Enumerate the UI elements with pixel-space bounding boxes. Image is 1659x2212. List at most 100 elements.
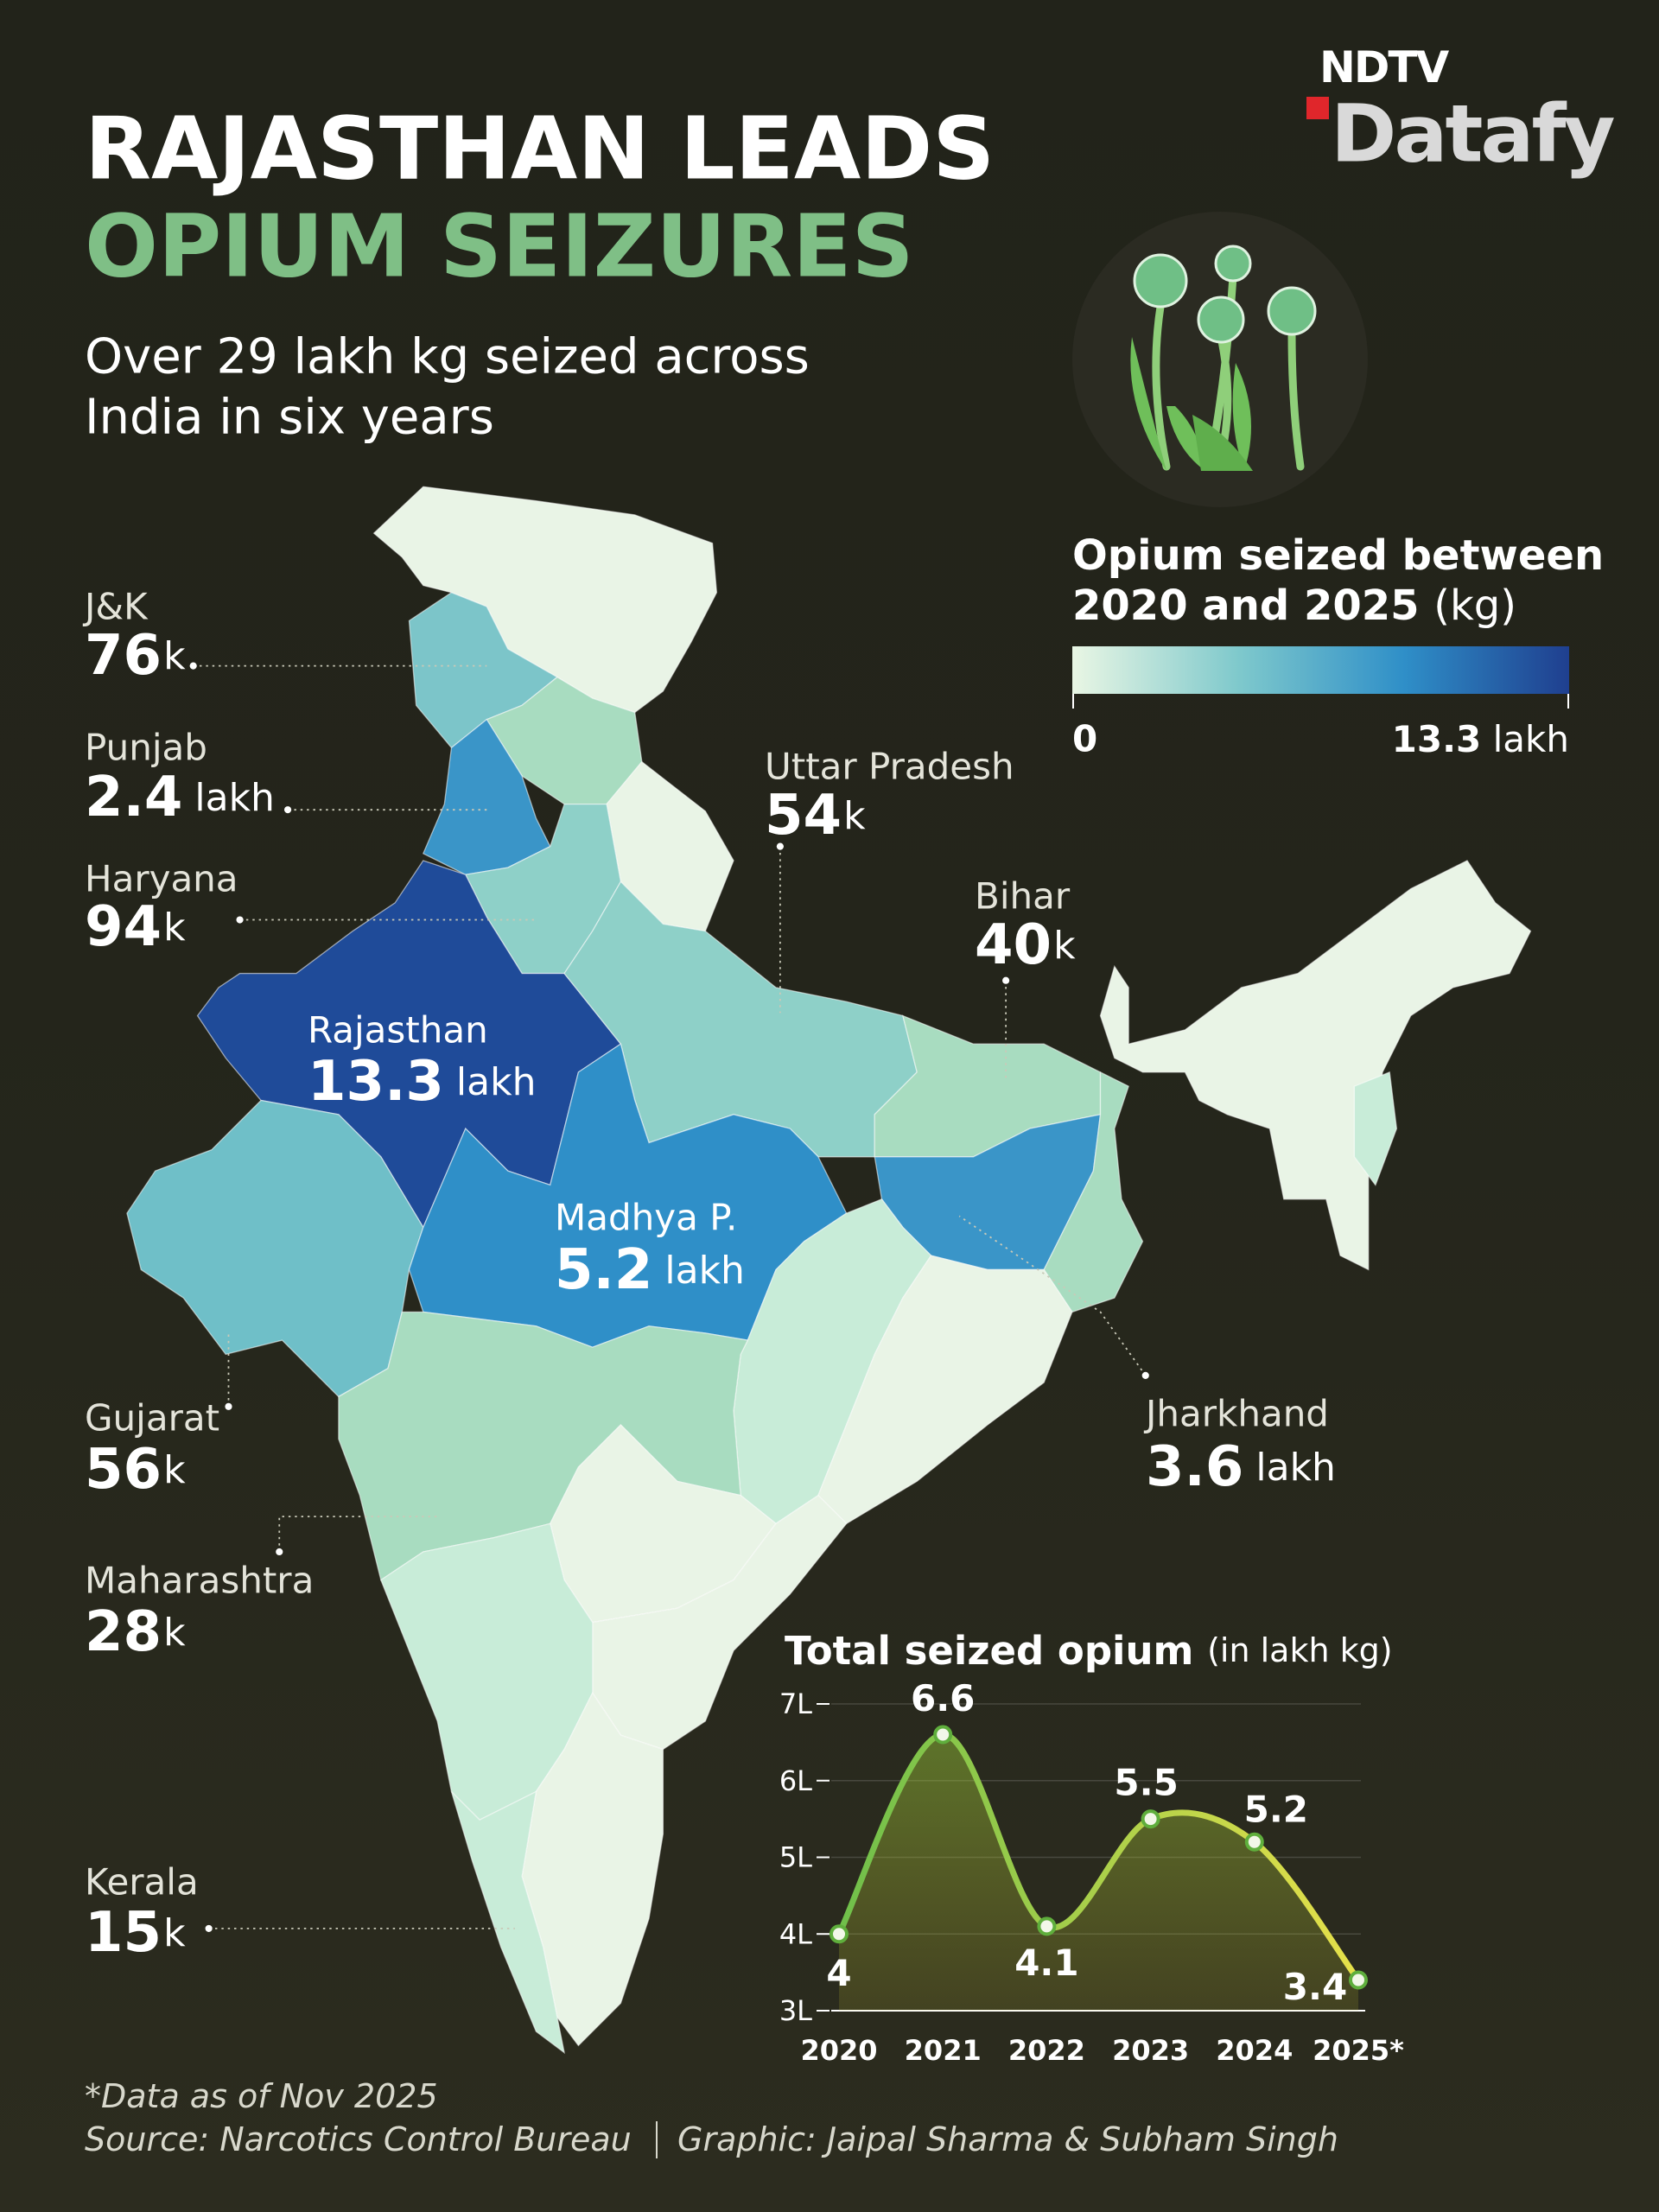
- x-tick-label: 2023: [1112, 2034, 1189, 2067]
- state-name: J&K: [82, 586, 149, 628]
- y-tick-label: 4L: [779, 1917, 812, 1950]
- state-value-label: 15k: [85, 1901, 186, 1965]
- logo-bottom: Datafy: [1331, 88, 1615, 181]
- state-west-bengal: [1043, 1071, 1144, 1313]
- line-point: [1349, 1970, 1368, 1990]
- subtitle-line2: India in six years: [85, 390, 494, 446]
- state-name: Gujarat: [85, 1397, 219, 1440]
- state-value: 56: [85, 1438, 162, 1502]
- state-northeast: [1099, 860, 1532, 1271]
- legend-max-unit: lakh: [1493, 718, 1569, 760]
- title-line2: OPIUM SEIZURES: [85, 196, 914, 297]
- line-point: [830, 1924, 849, 1944]
- chart-title: Total seized opium (in lakh kg): [785, 1628, 1393, 1674]
- poppy-illustration: [1072, 212, 1368, 507]
- state-name: Kerala: [85, 1861, 199, 1904]
- state-value-label: 94k: [85, 895, 186, 959]
- line-point: [933, 1725, 953, 1745]
- state-uttar-pradesh: [563, 880, 918, 1158]
- state-value: 40: [975, 913, 1052, 977]
- state-value-label: 56k: [85, 1438, 186, 1502]
- state-value-label: 40k: [975, 913, 1076, 977]
- x-tick-label: 2025*: [1313, 2034, 1404, 2067]
- state-himachal: [486, 676, 643, 805]
- legend-title-line2: 2020 and 2025 (kg): [1072, 582, 1516, 630]
- state-value: 76: [85, 624, 162, 688]
- line-point: [1037, 1916, 1057, 1936]
- state-name: Bihar: [975, 875, 1071, 918]
- state-name: Rajasthan: [308, 1009, 488, 1052]
- state-value: 54: [765, 784, 842, 848]
- state-value-label: 76k: [85, 624, 186, 688]
- logo-top: NDTV: [1319, 42, 1449, 92]
- value-label: 5.2: [1244, 1788, 1308, 1830]
- x-tick-label: 2020: [800, 2034, 877, 2067]
- state-unit: k: [163, 1448, 186, 1492]
- state-unit: lakh: [1255, 1446, 1336, 1490]
- state-unit: k: [163, 1911, 186, 1955]
- value-label: 4: [826, 1952, 851, 1994]
- line-chart: Total seized opium (in lakh kg) 3L 4L 5L 6L…: [779, 1628, 1404, 2068]
- footer-note: *Data as of Nov 2025: [85, 2077, 438, 2115]
- legend-max-label: 13.3 lakh: [1392, 718, 1569, 760]
- legend-unit: (kg): [1433, 582, 1516, 630]
- state-value: 94: [85, 895, 162, 959]
- line: [836, 1731, 1361, 1982]
- state-value-label: 54k: [765, 784, 866, 848]
- legend-title-line1: Opium seized between: [1072, 531, 1604, 580]
- state-unit: lakh: [194, 776, 275, 820]
- x-tick-label: 2022: [1008, 2034, 1085, 2067]
- state-value: 3.6: [1146, 1435, 1243, 1499]
- chart-title-text: Total seized opium: [785, 1628, 1193, 1674]
- legend-max-value: 13.3: [1392, 718, 1482, 760]
- value-label: 4.1: [1014, 1942, 1078, 1984]
- x-tick-label: 2024: [1216, 2034, 1293, 2067]
- state-value: 13.3: [308, 1050, 444, 1114]
- state-unit: k: [163, 1611, 186, 1655]
- title-line1: RAJASTHAN LEADS: [85, 99, 995, 200]
- state-name: Madhya P.: [555, 1197, 737, 1239]
- state-name: Jharkhand: [1143, 1393, 1329, 1435]
- state-unit: k: [1053, 924, 1076, 968]
- state-odisha: [817, 1255, 1073, 1525]
- state-value: 5.2: [555, 1238, 652, 1302]
- state-name: Punjab: [85, 727, 207, 769]
- chart-subtitle: (in lakh kg): [1207, 1631, 1393, 1669]
- state-value-label: 5.2 lakh: [555, 1238, 745, 1302]
- state-name: Haryana: [85, 858, 238, 900]
- line-area: [839, 1734, 1358, 2011]
- line-point: [1244, 1832, 1264, 1852]
- state-value-label: 28k: [85, 1600, 186, 1664]
- footer-source: Source: Narcotics Control Bureau: [85, 2120, 632, 2158]
- logo: NDTV Datafy: [1306, 42, 1618, 181]
- y-tick-label: 3L: [779, 1994, 812, 2027]
- state-unit: k: [163, 634, 186, 678]
- state-unit: k: [163, 906, 186, 950]
- state-kerala: [450, 1790, 566, 2055]
- state-value-label: 13.3 lakh: [308, 1050, 536, 1114]
- state-name: Uttar Pradesh: [765, 746, 1014, 788]
- state-unit: lakh: [664, 1249, 745, 1293]
- line-point: [1141, 1809, 1160, 1829]
- value-label: 5.5: [1114, 1762, 1178, 1804]
- y-tick-label: 7L: [779, 1688, 812, 1720]
- legend-title-line2-text: 2020 and 2025: [1072, 582, 1420, 630]
- state-unit: lakh: [456, 1060, 537, 1104]
- state-gujarat: [126, 1099, 424, 1398]
- x-tick-label: 2021: [905, 2034, 982, 2067]
- logo-mark: [1306, 97, 1329, 119]
- state-value-label: 3.6 lakh: [1146, 1435, 1336, 1499]
- state-value: 28: [85, 1600, 162, 1664]
- value-label: 6.6: [911, 1677, 975, 1719]
- india-map: [126, 486, 1532, 2055]
- subtitle-line1: Over 29 lakh kg seized across: [85, 329, 810, 385]
- leader-lines: [189, 662, 1149, 1932]
- legend-color-bar: [1072, 646, 1569, 694]
- state-value: 2.4: [85, 766, 182, 830]
- footer-credit: Graphic: Jaipal Sharma & Subham Singh: [677, 2120, 1338, 2158]
- state-value-label: 2.4 lakh: [85, 766, 275, 830]
- y-tick-label: 5L: [779, 1841, 812, 1874]
